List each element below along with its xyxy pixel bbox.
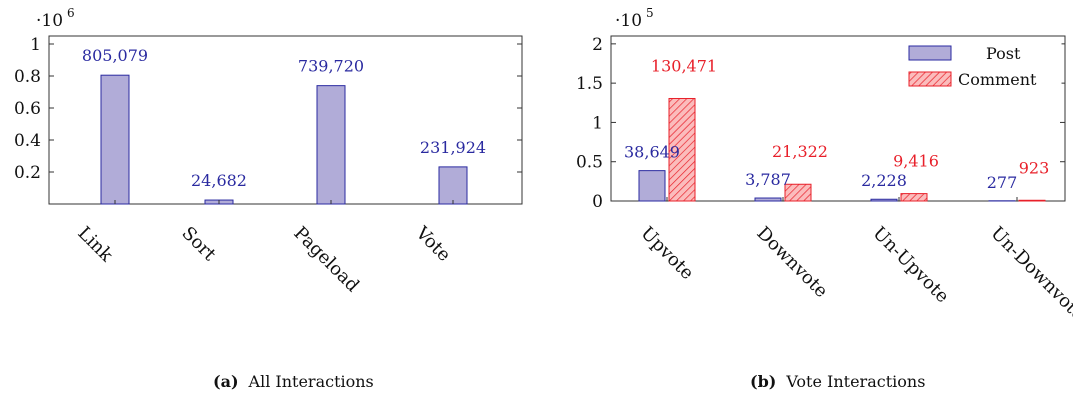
chart-a-xtick-label: Sort [177, 223, 220, 266]
caption-b-tag: (b) [750, 372, 777, 391]
chart-b-bar-comment [668, 97, 696, 202]
chart-b-ytick-label: 2 [592, 35, 603, 55]
chart-b-data-label-post: 3,787 [745, 170, 791, 189]
chart-a-ytick-label: 0.6 [14, 99, 41, 119]
chart-b-scale-label: ·10 [615, 11, 642, 31]
chart-b-xtick-label: Un-Downvote [986, 223, 1073, 326]
chart-a-frame [48, 35, 523, 205]
chart-b-legend-swatch-post [908, 45, 952, 61]
chart-a-bar [100, 74, 130, 205]
chart-a-ytick-label: 0.4 [14, 131, 41, 151]
chart-b-data-label-comment: 9,416 [893, 152, 939, 171]
caption-b: (b) Vote Interactions [750, 372, 925, 391]
caption-a-text: All Interactions [248, 372, 374, 391]
chart-a-ytick-label: 0.8 [14, 67, 41, 87]
chart-a-xtick-label: Vote [411, 222, 455, 266]
caption-a: (a) All Interactions [213, 372, 374, 391]
chart-b-bar-comment [900, 193, 928, 202]
caption-a-tag: (a) [213, 372, 239, 391]
chart-a-data-label: 24,682 [191, 171, 247, 190]
chart-b-bar-post [870, 198, 898, 202]
chart-b-data-label-post: 2,228 [861, 171, 907, 190]
chart-b-bar-post [754, 197, 782, 202]
chart-a-scale-exponent: 6 [67, 6, 75, 20]
chart-a-data-label: 739,720 [298, 57, 364, 76]
chart-a-ytick-label: 1 [30, 35, 41, 55]
chart-a-data-label: 805,079 [82, 46, 148, 65]
chart-a-bar [316, 85, 346, 205]
chart-a-xtick-label: Pageload [289, 223, 363, 297]
chart-a-ytick-label: 0.2 [14, 163, 41, 183]
chart-b-bar-comment [784, 183, 812, 202]
figure-canvas: ·10 6 0.2 0.4 0.6 0.8 1 805,079 Link 24,682 Sort 73… [14, 6, 1073, 326]
chart-b-data-label-post: 277 [987, 173, 1018, 192]
chart-a-xtick-label: Link [73, 223, 117, 267]
chart-b-data-label-comment: 130,471 [651, 56, 717, 75]
chart-a-data-label: 231,924 [420, 138, 486, 157]
chart-b-data-label-post: 38,649 [624, 143, 680, 162]
chart-b-frame [610, 35, 1066, 202]
chart-b-legend-label-post: Post [986, 44, 1021, 63]
chart-b-ytick-label: 0 [592, 192, 603, 212]
chart-b-ytick-label: 1 [592, 113, 603, 133]
chart-b-ytick-label: 1.5 [576, 74, 603, 94]
chart-b-xtick-label: Downvote [752, 223, 831, 302]
chart-b-ytick-label: 0.5 [576, 153, 603, 173]
chart-b-xtick-label: Un-Upvote [868, 223, 952, 307]
chart-b-bar-comment [1018, 199, 1046, 202]
chart-a-scale-label: ·10 [36, 11, 63, 31]
chart-b-xtick-label: Upvote [636, 223, 697, 284]
chart-b-bar-post [638, 170, 666, 202]
chart-b-scale-exponent: 5 [646, 6, 654, 20]
chart-b-legend-swatch-comment [908, 71, 952, 87]
chart-a-bar [438, 166, 468, 205]
chart-b-data-label-comment: 923 [1019, 158, 1050, 177]
chart-b-legend-label-comment: Comment [958, 70, 1037, 89]
chart-b-data-label-comment: 21,322 [772, 142, 828, 161]
caption-b-text: Vote Interactions [786, 372, 926, 391]
